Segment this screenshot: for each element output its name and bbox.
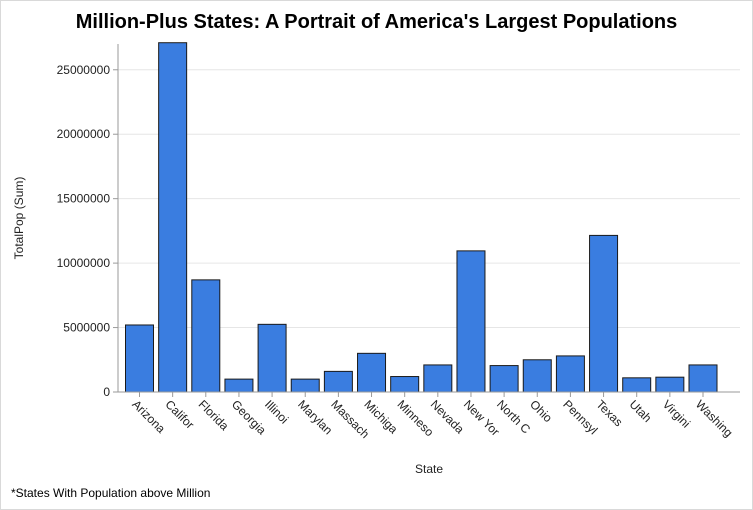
bar-new-yor (456, 250, 486, 393)
x-tick-label: Ohio (527, 397, 555, 425)
bar-virgini (655, 376, 685, 393)
x-tick-label: Florida (196, 397, 232, 433)
bar-arizona (125, 324, 154, 393)
footnote: *States With Population above Million (11, 486, 211, 500)
x-tick-label: Arizona (129, 397, 168, 436)
bar-massach (323, 370, 353, 393)
x-tick-label: Washing (693, 397, 736, 440)
x-tick-label: New Yor (461, 397, 503, 439)
x-tick-label: Marylan (295, 397, 335, 437)
y-tick-label: 25000000 (57, 63, 111, 77)
x-tick-label: Utah (627, 397, 655, 425)
bar-north-c (489, 365, 519, 393)
bar-michiga (357, 352, 387, 393)
x-tick-label: Califor (163, 397, 197, 431)
y-tick-label: 20000000 (57, 127, 111, 141)
x-tick-label: Georgia (229, 397, 269, 437)
x-tick-label: Illinoi (262, 397, 291, 426)
bar-minneso (390, 376, 420, 393)
x-tick-label: Pennsyl (560, 397, 600, 437)
gridlines (118, 69, 740, 329)
x-tick-label: Virgini (660, 397, 693, 430)
bar-georgia (224, 378, 254, 393)
y-tick-labels: 0 5000000 10000000 15000000 20000000 25000000 (57, 63, 118, 399)
bar-florida (191, 279, 221, 393)
bar-texas (589, 234, 619, 393)
y-tick-label: 0 (103, 385, 110, 399)
bars (125, 42, 718, 393)
bar-nevada (423, 364, 453, 393)
chart-title: Million-Plus States: A Portrait of Ameri… (75, 11, 678, 33)
bar-califor (158, 42, 188, 393)
bar-marylan (290, 378, 320, 393)
x-axis-label: State (415, 462, 443, 476)
bar-illinoi (257, 323, 287, 393)
bar-pennsyl (555, 355, 585, 393)
bar-utah (622, 377, 652, 393)
y-tick-label: 15000000 (57, 192, 111, 206)
y-tick-label: 10000000 (57, 256, 111, 270)
bar-washing (688, 364, 718, 393)
y-tick-label: 5000000 (63, 321, 110, 335)
bar-ohio (522, 359, 552, 393)
y-axis-label: TotalPop (Sum) (12, 177, 26, 260)
